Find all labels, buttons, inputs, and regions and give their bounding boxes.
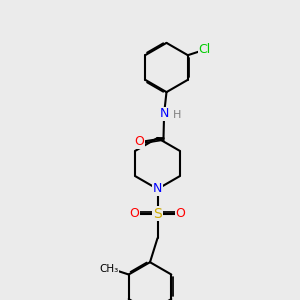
Text: O: O [135, 135, 144, 148]
Text: Cl: Cl [198, 43, 210, 56]
Text: H: H [172, 110, 181, 120]
Text: CH₃: CH₃ [99, 264, 118, 274]
Text: N: N [153, 182, 162, 196]
Text: N: N [159, 107, 169, 120]
Text: S: S [153, 207, 162, 220]
Text: O: O [176, 207, 185, 220]
Text: O: O [130, 207, 139, 220]
